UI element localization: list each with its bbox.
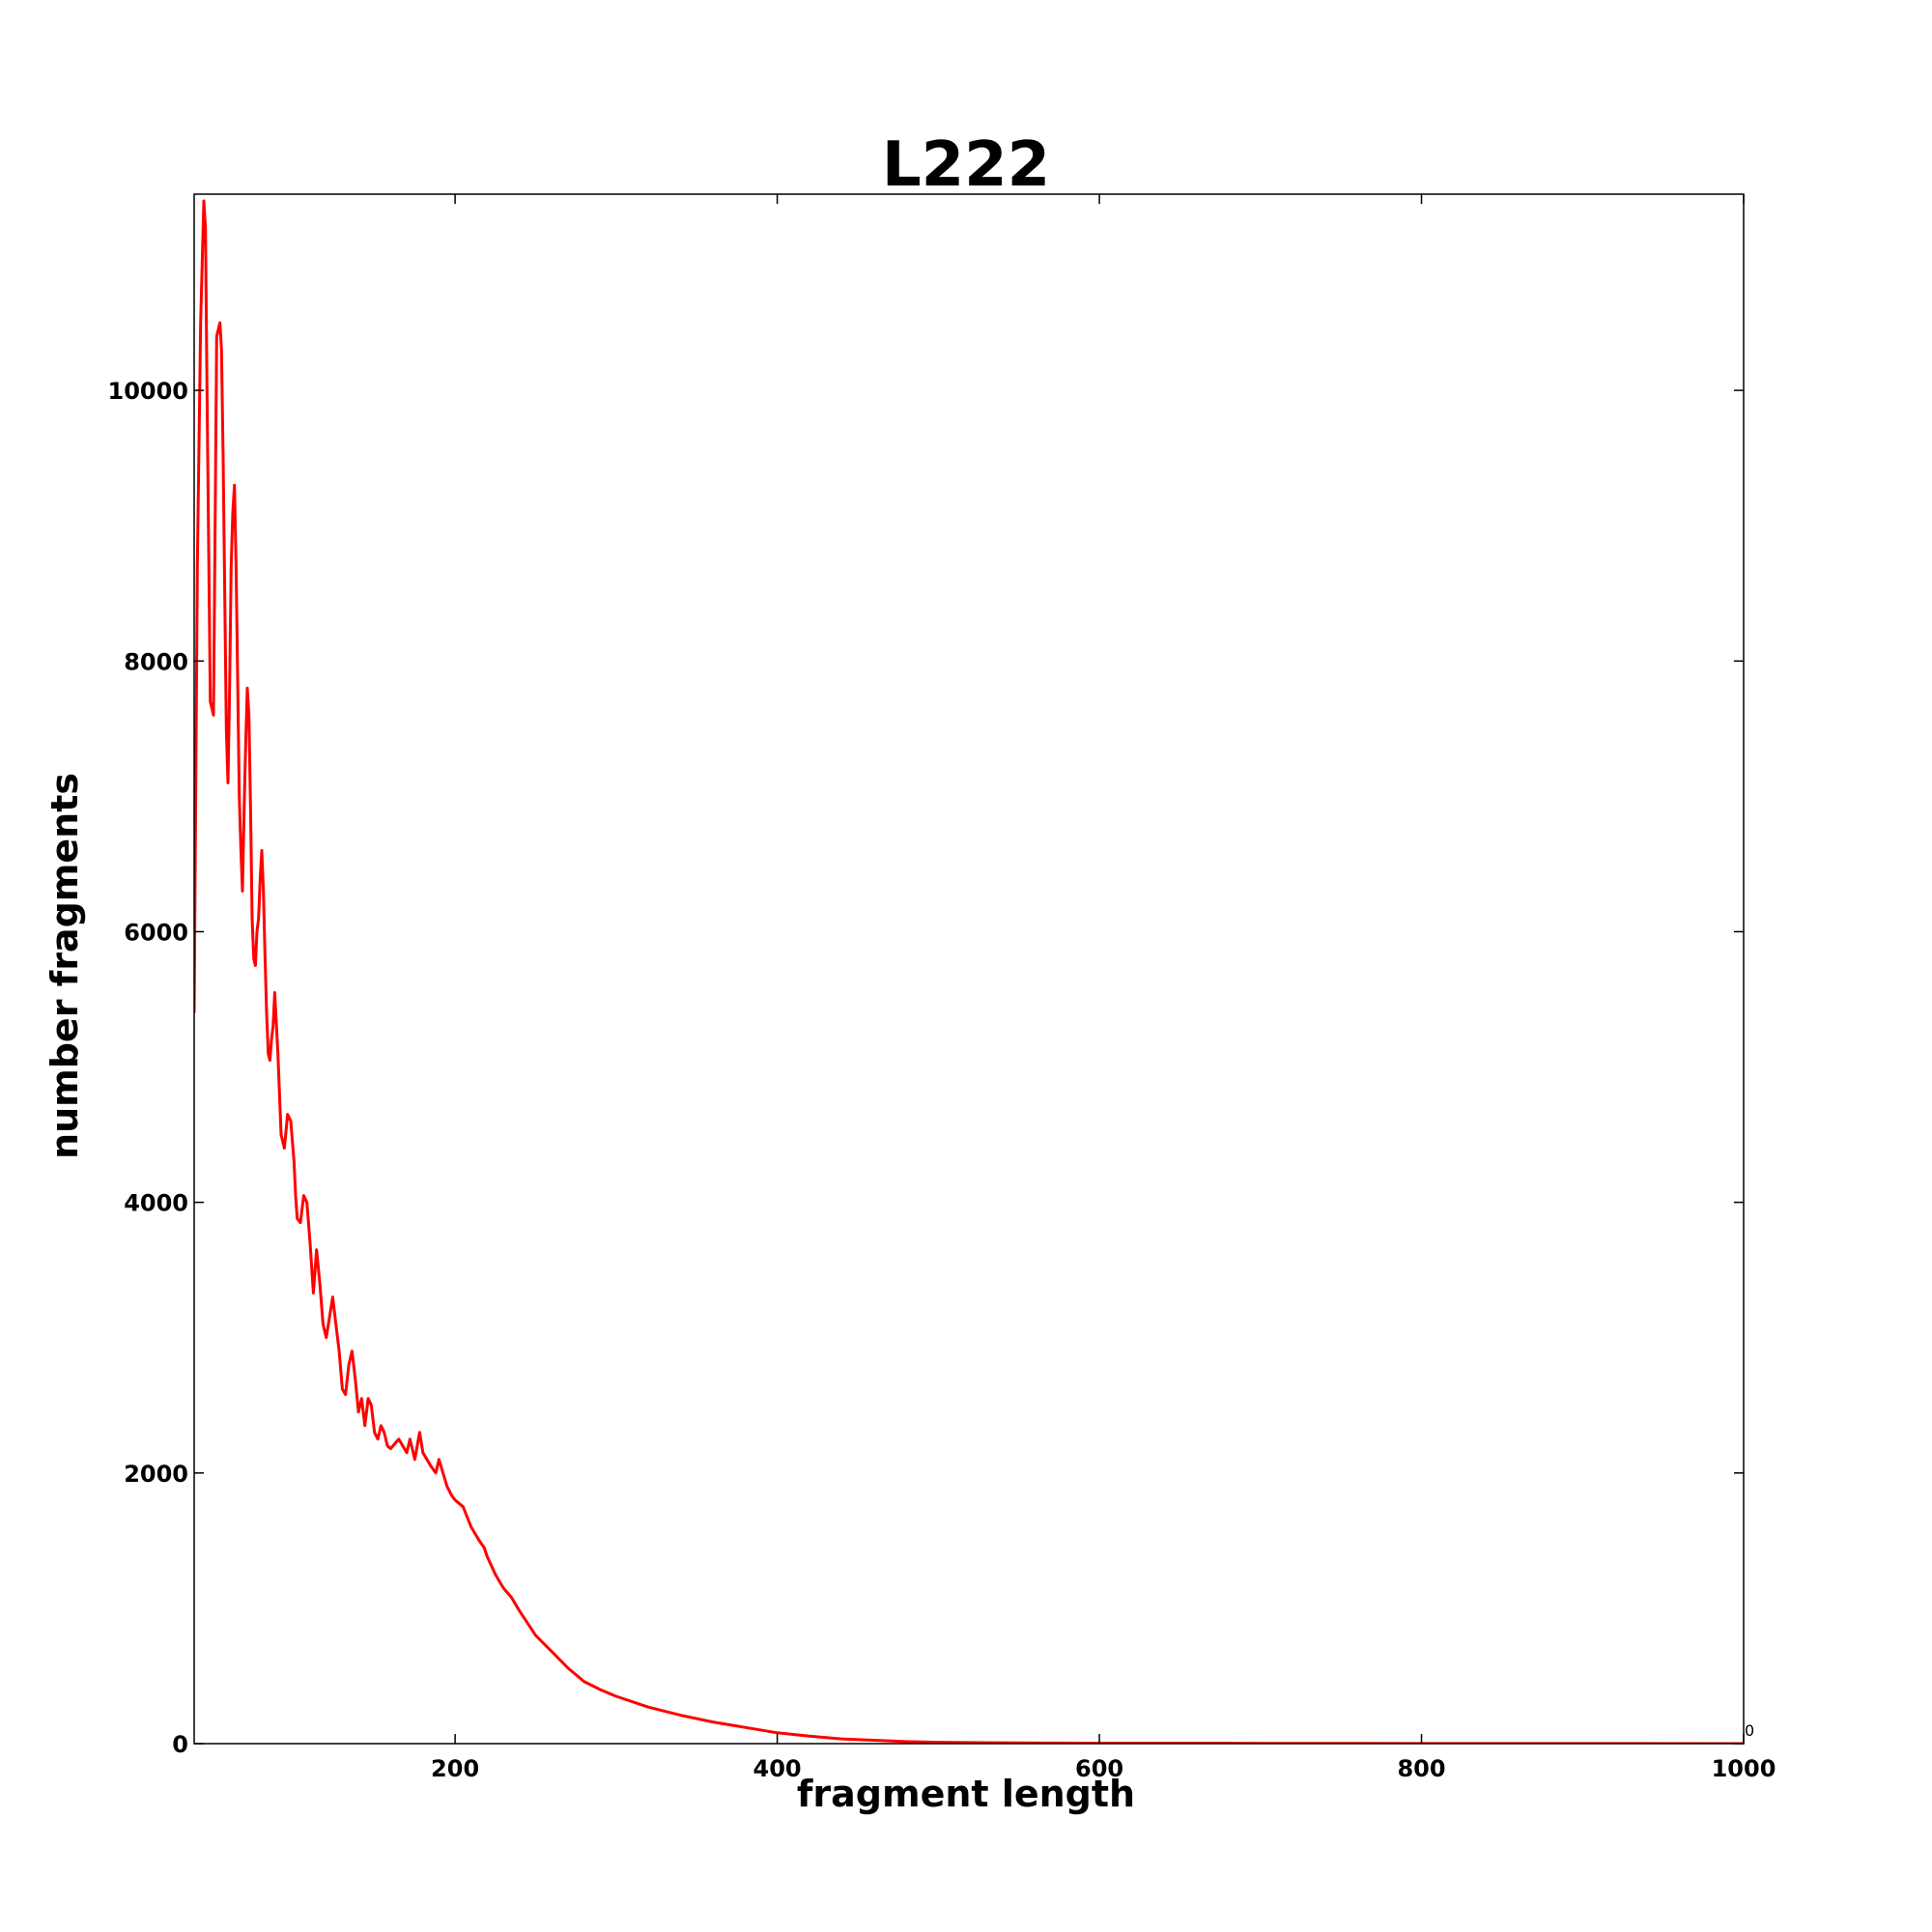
x-tick-label-800: 800: [1397, 1755, 1445, 1782]
corner-offset-label: 0: [1745, 1721, 1754, 1740]
y-axis-label: number fragments: [43, 773, 86, 1159]
x-tick-label-600: 600: [1075, 1755, 1123, 1782]
y-tick-label-4000: 4000: [124, 1190, 188, 1217]
x-axis-label: fragment length: [797, 1773, 1135, 1815]
chart-title: L222: [882, 129, 1050, 201]
y-tick-label-10000: 10000: [108, 378, 189, 405]
y-tick-label-6000: 6000: [124, 919, 188, 946]
y-tick-label-8000: 8000: [124, 648, 188, 675]
plot-frame: [193, 193, 1745, 1745]
series-line-0: [194, 199, 1744, 1744]
y-tick-label-2000: 2000: [124, 1461, 188, 1488]
y-tick-label-0: 0: [172, 1731, 188, 1758]
x-tick-label-400: 400: [753, 1755, 802, 1782]
x-tick-label-1000: 1000: [1712, 1755, 1776, 1782]
x-tick-label-200: 200: [431, 1755, 479, 1782]
